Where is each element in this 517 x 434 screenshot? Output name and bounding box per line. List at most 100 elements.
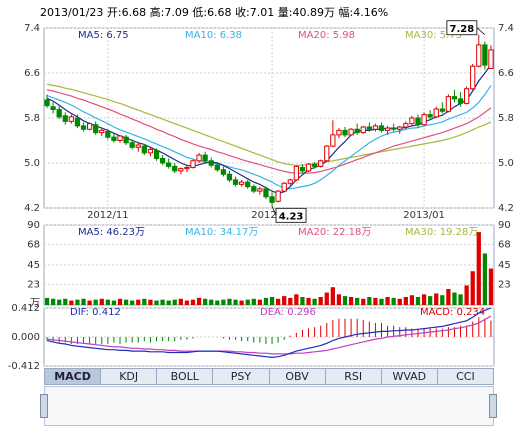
volume-bar (409, 295, 415, 305)
volume-legend-3: MA30: 19.28万 (405, 227, 478, 238)
volume-y-tick-right: 90 (498, 220, 511, 231)
volume-bar (93, 299, 98, 305)
volume-bar (233, 299, 238, 305)
navigator-left-handle[interactable] (40, 394, 48, 418)
volume-bar (488, 268, 494, 305)
candle-body (68, 116, 74, 122)
volume-bar (142, 298, 147, 305)
candle-body (397, 126, 403, 130)
volume-bar (275, 298, 281, 305)
volume-y-tick-right: 68 (498, 240, 511, 251)
low-value: 6.68 (207, 6, 232, 19)
candle-body (372, 125, 379, 130)
tab-psy[interactable]: PSY (213, 369, 270, 384)
candle-body (135, 144, 141, 148)
volume-bar (428, 296, 433, 305)
tab-boll[interactable]: BOLL (157, 369, 214, 384)
candle-body (74, 117, 81, 127)
candle-body (178, 168, 184, 172)
price-x-label: 2012/12 (251, 210, 293, 221)
candle-body (232, 179, 239, 185)
candle-body (44, 99, 50, 107)
candle-body (330, 134, 336, 147)
candle-body (105, 131, 111, 138)
candle-body (269, 196, 275, 203)
tab-wvad[interactable]: WVAD (382, 369, 438, 384)
open-value: 6.68 (121, 6, 147, 19)
volume-bar (172, 299, 177, 305)
price-y-tick-left: 4.2 (24, 203, 40, 214)
volume-bar (105, 299, 110, 305)
low-label: 低: (192, 6, 208, 19)
annotation-label: 7.28 (450, 24, 475, 35)
volume-bar (178, 298, 183, 305)
candle-body (470, 65, 476, 90)
candle-body (239, 181, 245, 185)
volume-bar (196, 297, 202, 305)
candle-body (50, 106, 56, 111)
open-label: 开: (106, 6, 122, 19)
candle-body (117, 135, 123, 141)
candle-body (196, 154, 202, 162)
indicator-tabs: MACD KDJ BOLL PSY OBV RSI WVAD CCI (44, 368, 494, 385)
candle-body (172, 165, 178, 172)
annotation-box (275, 207, 307, 223)
candle-body (153, 150, 160, 159)
candle-body (433, 108, 439, 118)
volume-bar (379, 298, 384, 305)
candle-body (147, 149, 154, 154)
volume-bar (306, 297, 311, 305)
volume-unit-label: 万 (30, 298, 40, 309)
candle-body (299, 167, 306, 172)
volume-bar (166, 300, 171, 305)
tab-kdj[interactable]: KDJ (101, 369, 158, 384)
volume-y-tick-left: 23 (27, 280, 40, 291)
volume-y-tick-left: 90 (27, 220, 40, 231)
candle-body (159, 158, 166, 164)
candle-body (190, 160, 196, 168)
navigator-right-handle[interactable] (489, 394, 497, 418)
volume-y-tick-left: 45 (27, 260, 40, 271)
volume-legend-2: MA20: 22.18万 (298, 227, 371, 238)
volume-bar (282, 296, 287, 305)
price-y-tick-right: 6.6 (498, 68, 514, 79)
candle-body (56, 109, 62, 118)
volume-legend-1: MA10: 34.17万 (185, 227, 258, 238)
price-legend-0: MA5: 6.75 (78, 30, 129, 41)
candle-body (184, 167, 190, 170)
tab-obv[interactable]: OBV (270, 369, 326, 384)
quote-header: 2013/01/23 开:6.68 高:7.09 低:6.68 收:7.01 量… (40, 4, 388, 20)
volume-bar (81, 298, 86, 305)
volume-bar (434, 293, 439, 305)
macd-y-tick: -0.412 (8, 361, 40, 372)
volume-value: 40.89万 (292, 6, 336, 19)
ma20-line (46, 89, 492, 174)
candle-body (427, 114, 433, 118)
volume-bar (251, 298, 256, 305)
volume-bar (342, 296, 348, 305)
candle-body (439, 108, 445, 112)
volume-bar (269, 297, 275, 305)
volume-bar (391, 297, 396, 305)
tab-cci[interactable]: CCI (456, 370, 475, 383)
volume-bar (458, 294, 463, 305)
volume-bar (318, 297, 323, 305)
volume-bar (190, 299, 196, 305)
tab-macd[interactable]: MACD (45, 369, 102, 384)
tab-rsi[interactable]: RSI (326, 369, 382, 384)
candle-body (415, 117, 421, 126)
time-navigator[interactable] (44, 386, 494, 426)
price-legend-2: MA20: 5.98 (298, 30, 355, 41)
candle-body (360, 126, 366, 134)
candle-body (293, 165, 299, 181)
candle-body (451, 96, 458, 100)
volume-bar (154, 300, 159, 305)
volume-bar (123, 299, 129, 305)
volume-bar (397, 298, 402, 305)
volume-y-tick-right: 45 (498, 260, 511, 271)
volume-bar (355, 297, 360, 305)
high-value: 7.09 (164, 6, 189, 19)
price-y-tick-right: 5.0 (498, 158, 514, 169)
volume-bar (470, 271, 475, 305)
volume-bar (117, 298, 123, 305)
